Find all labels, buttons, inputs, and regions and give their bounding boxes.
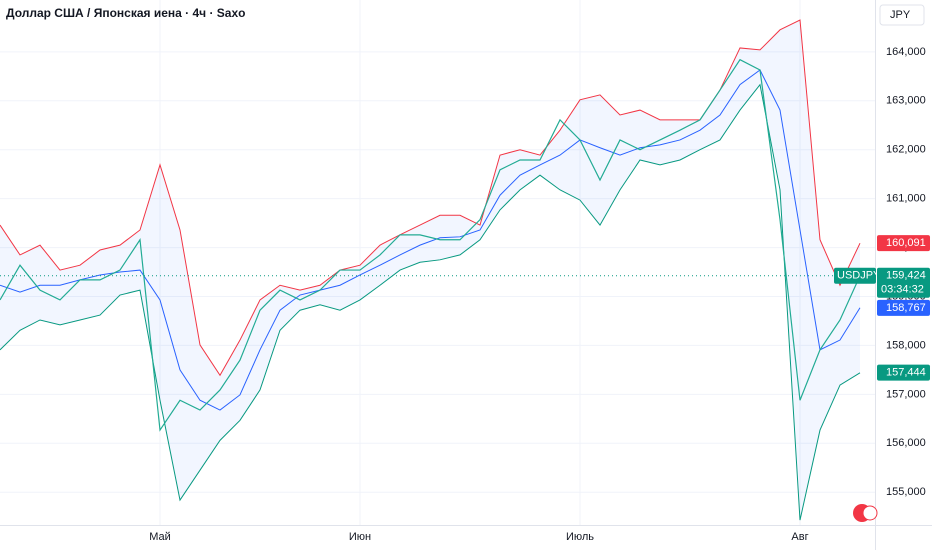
price-label-box <box>877 299 930 316</box>
series-line <box>0 58 861 432</box>
symbol-label: USDJPY <box>837 270 881 282</box>
currency-button[interactable] <box>879 4 925 26</box>
last-price-label: 159,424 <box>886 270 926 282</box>
currency-label[interactable]: JPY <box>890 9 911 21</box>
y-tick-label: 157,000 <box>886 388 926 400</box>
y-tick-label: 156,000 <box>886 437 926 449</box>
last-price-box <box>877 267 930 298</box>
countdown-label: 03:34:32 <box>881 284 924 296</box>
plot-area <box>0 0 875 525</box>
y-tick-label: 162,000 <box>886 144 926 156</box>
symbol-label-box <box>834 267 876 284</box>
price-label: 157,444 <box>886 367 926 379</box>
chart-title: Доллар США / Японская иена · 4ч · Saxo <box>6 6 245 20</box>
y-tick-label: 155,000 <box>886 486 926 498</box>
price-label-box <box>877 235 930 252</box>
x-tick-label: Май <box>149 531 171 543</box>
y-tick-label: 158,000 <box>886 339 926 351</box>
x-tick-label: Авг <box>791 531 808 543</box>
currency-icon <box>862 505 878 521</box>
series-line <box>0 83 861 521</box>
x-tick-label: Июн <box>349 531 371 543</box>
price-label: 158,767 <box>886 302 926 314</box>
x-tick-label: Июль <box>566 531 594 543</box>
price-label-box <box>877 364 930 381</box>
y-tick-label: 161,000 <box>886 193 926 205</box>
y-tick-label: 163,000 <box>886 95 926 107</box>
y-tick-label: 164,000 <box>886 46 926 58</box>
price-label: 160,091 <box>886 237 926 249</box>
